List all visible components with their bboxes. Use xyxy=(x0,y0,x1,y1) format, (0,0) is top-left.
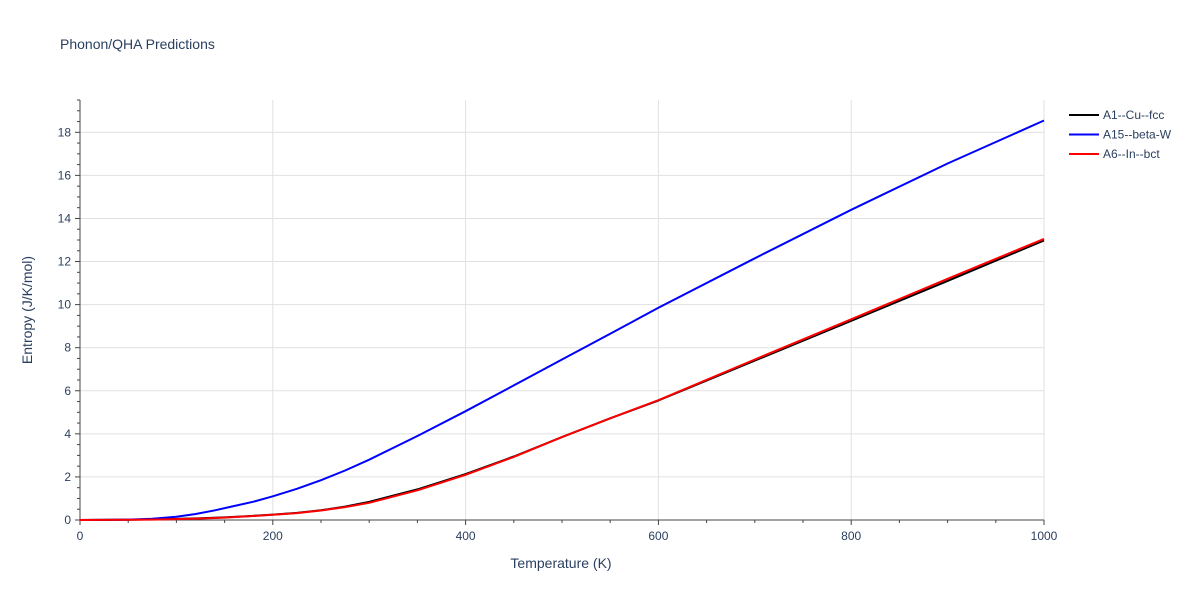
y-tick-label: 12 xyxy=(58,255,72,269)
y-tick-label: 4 xyxy=(64,427,71,441)
x-tick-label: 400 xyxy=(456,529,476,543)
series-line-1 xyxy=(79,119,1045,521)
legend-item[interactable]: A1--Cu--fcc xyxy=(1069,108,1164,122)
y-tick-label: 14 xyxy=(58,211,72,225)
y-tick-label: 18 xyxy=(58,125,72,139)
y-axis-label: Entropy (J/K/mol) xyxy=(19,256,35,364)
x-axis-label: Temperature (K) xyxy=(510,555,611,571)
series-line-2 xyxy=(79,237,1045,521)
legend-label: A1--Cu--fcc xyxy=(1103,108,1164,122)
chart-title: Phonon/QHA Predictions xyxy=(60,36,215,52)
y-tick-label: 16 xyxy=(58,168,72,182)
y-tick-label: 0 xyxy=(64,513,71,527)
y-tick-label: 10 xyxy=(58,298,72,312)
legend-label: A6--In--bct xyxy=(1103,147,1160,161)
legend-label: A15--beta-W xyxy=(1103,128,1172,142)
axes: 0 200 400 600 800 1000 0 2 4 6 8 10 12 14 16 18 xyxy=(58,99,1058,543)
series-line-0 xyxy=(79,239,1045,521)
x-tick-label: 0 xyxy=(77,529,84,543)
x-tick-label: 1000 xyxy=(1031,529,1058,543)
y-tick-label: 6 xyxy=(64,384,71,398)
legend[interactable]: A1--Cu--fcc A15--beta-W A6--In--bct xyxy=(1069,108,1172,161)
x-tick-label: 600 xyxy=(648,529,668,543)
y-tick-label: 8 xyxy=(64,341,71,355)
legend-item[interactable]: A15--beta-W xyxy=(1069,128,1172,142)
y-tick-label: 2 xyxy=(64,470,71,484)
x-tick-label: 200 xyxy=(263,529,283,543)
series-lines xyxy=(79,119,1045,521)
legend-item[interactable]: A6--In--bct xyxy=(1069,147,1160,161)
grid xyxy=(80,100,1045,520)
x-tick-label: 800 xyxy=(841,529,861,543)
